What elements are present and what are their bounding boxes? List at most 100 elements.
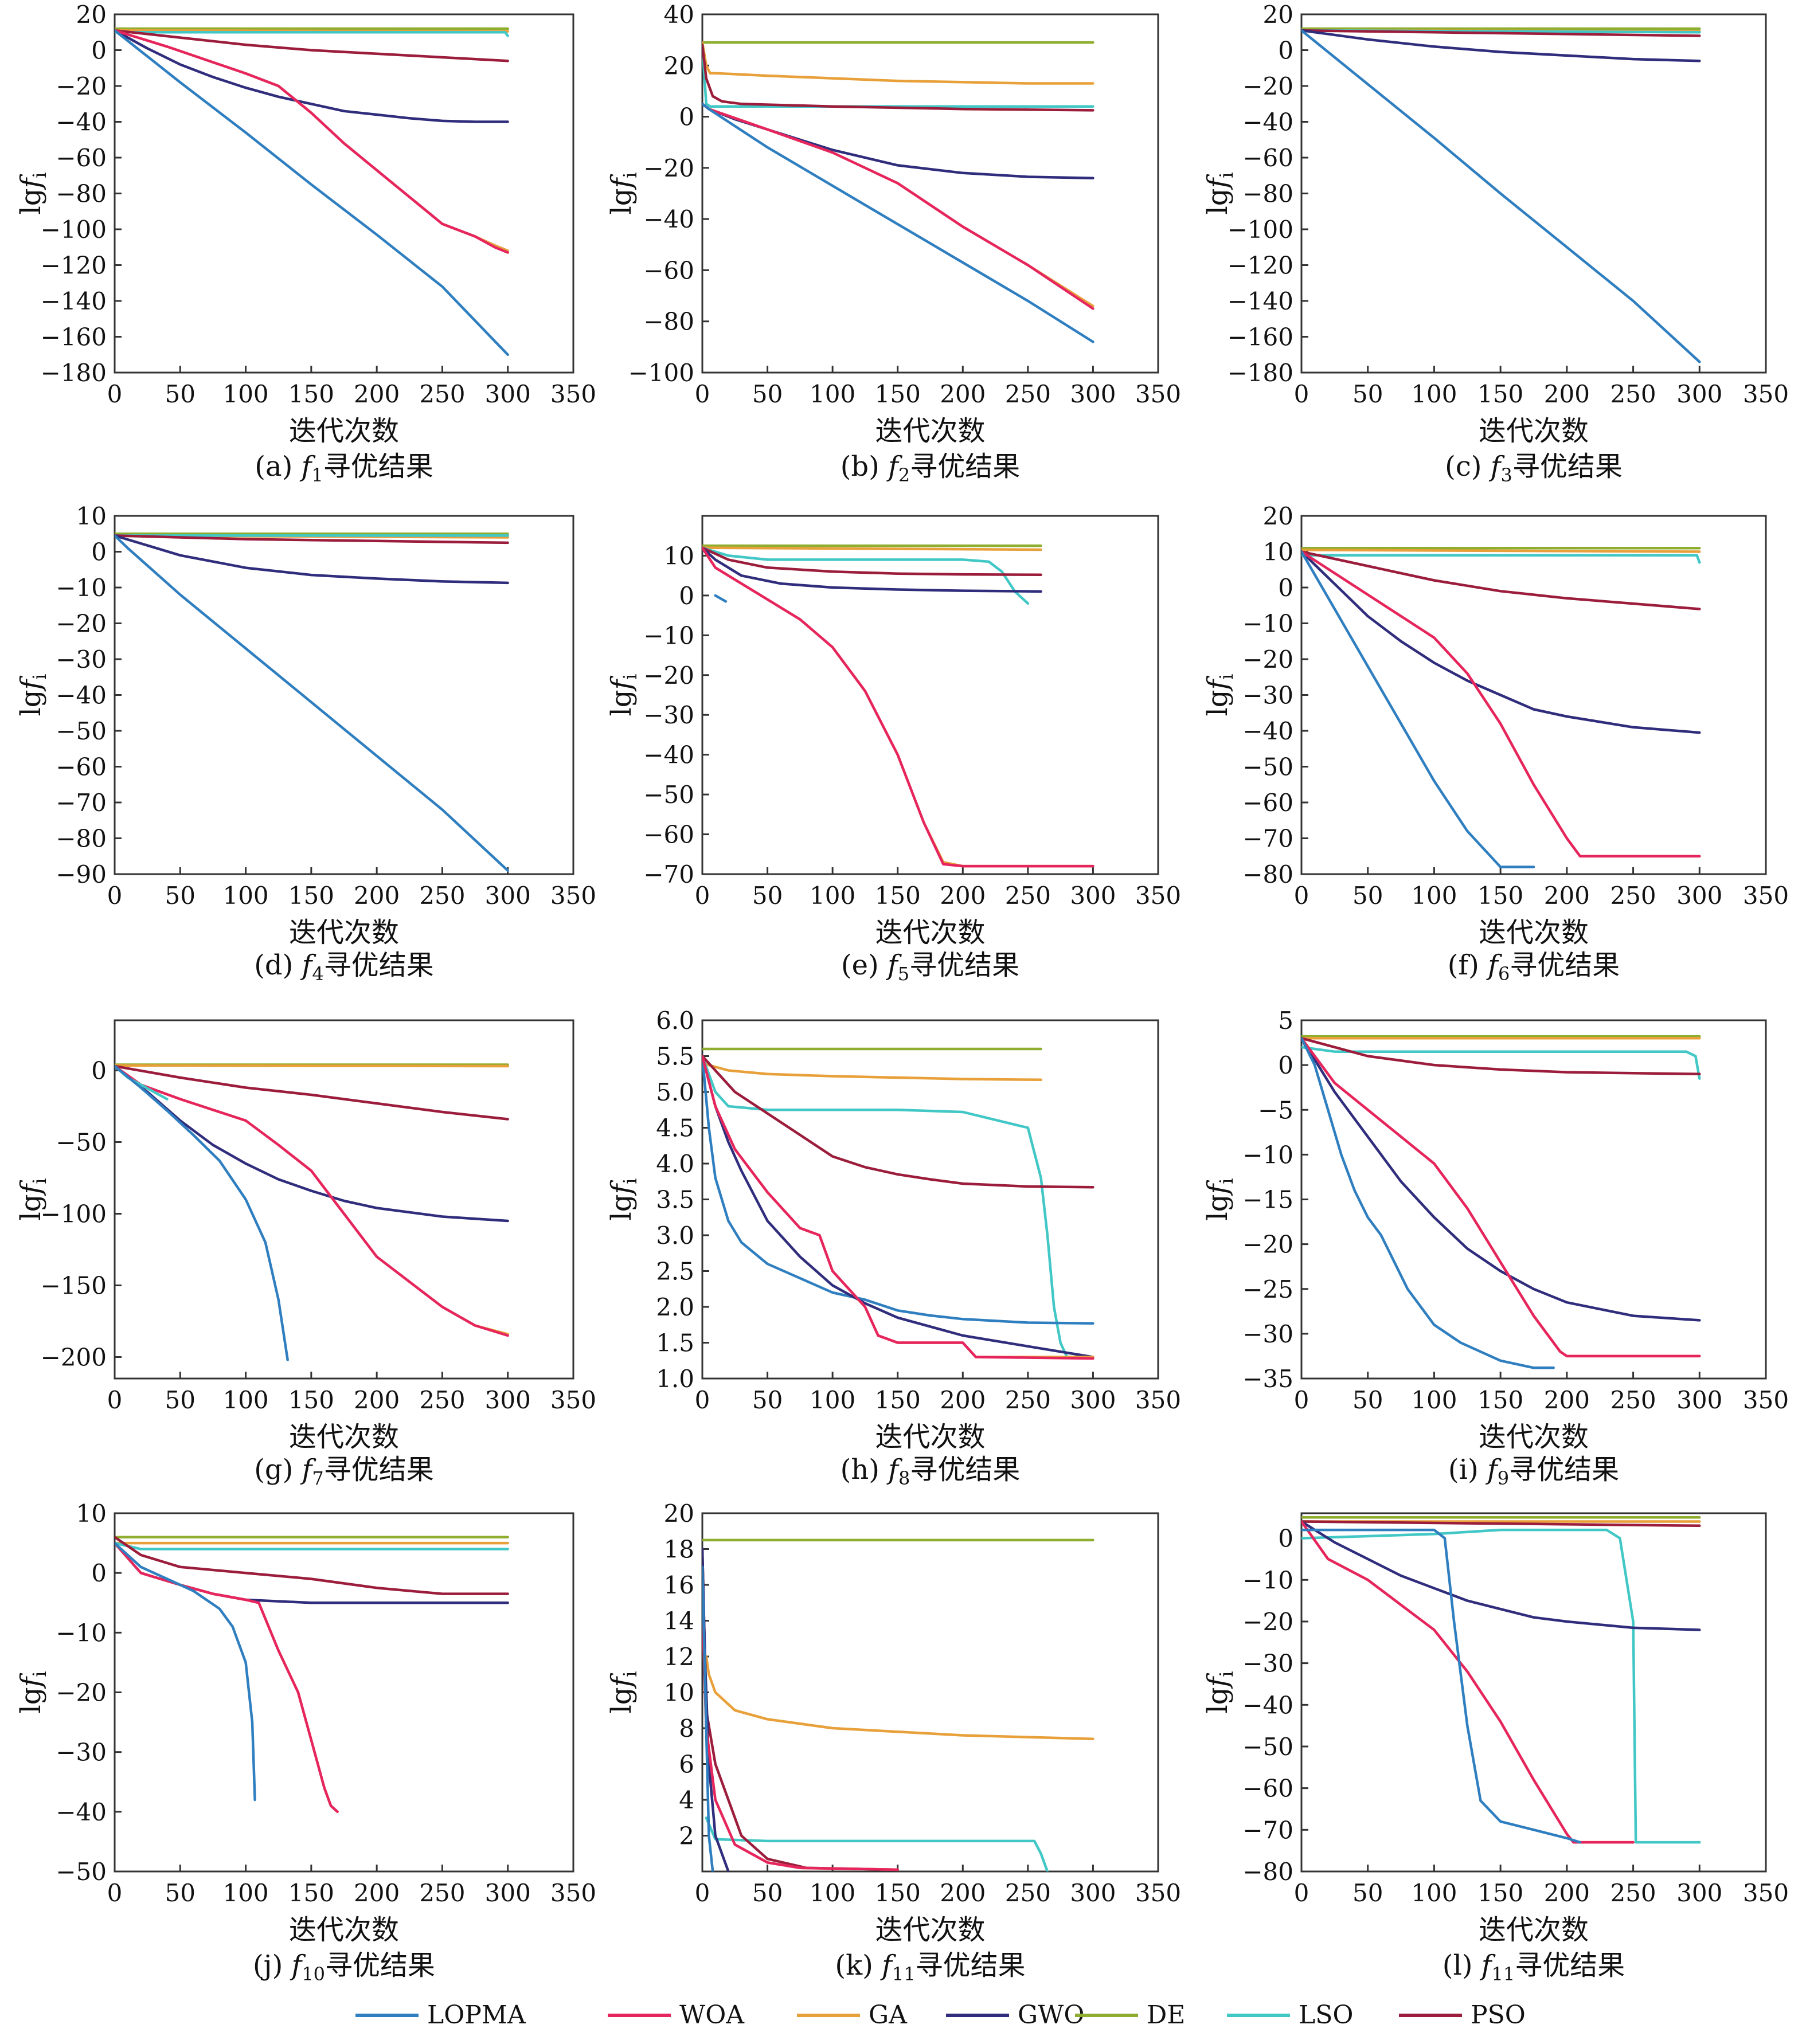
series-line-lopma xyxy=(115,534,509,872)
x-tick-label: 200 xyxy=(940,1879,986,1907)
x-tick-label: 300 xyxy=(1070,1879,1116,1907)
x-axis-title: 迭代次数 xyxy=(1479,1914,1589,1946)
series-line-pso xyxy=(702,546,1042,577)
y-tick-label: −10 xyxy=(56,574,107,602)
plot-frame xyxy=(114,13,574,374)
series-line-lso xyxy=(1301,1528,1701,1844)
y-tick-label: 2 xyxy=(679,1822,694,1850)
y-tick-label: 10 xyxy=(76,502,107,530)
y-tick-label: −50 xyxy=(1242,753,1293,781)
x-tick-label: 200 xyxy=(940,380,986,408)
y-tick-label: 6.0 xyxy=(656,1007,694,1035)
x-tick-label: 300 xyxy=(1676,380,1722,408)
x-tick-label: 250 xyxy=(1005,380,1051,408)
y-tick-label: 5 xyxy=(1278,1007,1293,1035)
x-tick-label: 150 xyxy=(1477,882,1523,910)
legend-label-gwo: GWO xyxy=(1018,2000,1084,2030)
panel-caption: (e) f5寻优结果 xyxy=(841,949,1019,985)
y-tick-label: −50 xyxy=(56,1129,107,1157)
y-tick-label: −30 xyxy=(1242,682,1293,710)
x-axis-title: 迭代次数 xyxy=(289,1421,399,1453)
x-axis-title: 迭代次数 xyxy=(1479,917,1589,949)
x-axis-title: 迭代次数 xyxy=(1479,415,1589,447)
y-tick-label: 1.5 xyxy=(656,1329,694,1357)
y-axis-title: lgfi xyxy=(15,673,50,716)
x-axis-title: 迭代次数 xyxy=(289,917,399,949)
series-line-lopma xyxy=(115,1064,289,1361)
x-tick-label: 350 xyxy=(1135,1879,1181,1907)
y-tick-label: 20 xyxy=(76,1,107,29)
series-line-lopma xyxy=(115,1541,256,1802)
x-tick-label: 350 xyxy=(1135,882,1181,910)
x-tick-label: 250 xyxy=(419,882,465,910)
y-tick-label: −40 xyxy=(643,741,694,769)
series-line-ga xyxy=(702,41,1094,85)
x-tick-label: 250 xyxy=(1005,1879,1051,1907)
x-tick-label: 150 xyxy=(1477,1879,1523,1907)
y-tick-label: −5 xyxy=(1258,1096,1293,1124)
y-tick-label: 10 xyxy=(664,1679,694,1707)
x-tick-label: 250 xyxy=(1005,882,1051,910)
series-line-gwo xyxy=(1301,29,1701,62)
y-tick-label: −60 xyxy=(1242,1775,1293,1803)
y-tick-label: 12 xyxy=(664,1643,694,1671)
y-tick-label: −30 xyxy=(1242,1320,1293,1348)
x-tick-label: 250 xyxy=(419,380,465,408)
x-axis-title: 迭代次数 xyxy=(289,415,399,447)
x-tick-label: 150 xyxy=(875,380,921,408)
series-line-ga xyxy=(702,1062,1042,1082)
x-tick-label: 300 xyxy=(485,380,531,408)
x-axis-title: 迭代次数 xyxy=(875,415,985,447)
x-tick-label: 300 xyxy=(1676,1386,1722,1414)
series-line-gwo xyxy=(1301,1520,1701,1631)
y-tick-label: 20 xyxy=(664,52,694,80)
series-line-gwo xyxy=(115,29,509,123)
y-tick-label: −40 xyxy=(56,1798,107,1826)
x-tick-label: 200 xyxy=(354,380,400,408)
series-line-pso xyxy=(115,1064,509,1121)
x-tick-label: 300 xyxy=(1676,1879,1722,1907)
series-line-lopma xyxy=(714,594,728,603)
legend: LOPMA WOA GA GWO DE LSO PSO xyxy=(355,2000,1526,2030)
x-tick-label: 50 xyxy=(165,380,196,408)
x-tick-label: 0 xyxy=(107,1879,123,1907)
x-tick-label: 50 xyxy=(752,1879,783,1907)
y-tick-label: −40 xyxy=(1242,108,1293,136)
x-tick-label: 50 xyxy=(752,380,783,408)
x-tick-label: 200 xyxy=(354,1879,400,1907)
x-tick-label: 100 xyxy=(1411,380,1457,408)
y-tick-label: −100 xyxy=(41,1200,107,1228)
x-tick-label: 250 xyxy=(1610,1879,1656,1907)
x-axis-title: 迭代次数 xyxy=(1479,1421,1589,1453)
plot-frame xyxy=(114,515,574,875)
x-tick-label: 350 xyxy=(550,380,596,408)
y-tick-label: 40 xyxy=(664,1,694,29)
series-line-lso xyxy=(115,1541,509,1550)
series-group xyxy=(115,27,509,357)
y-tick-label: −20 xyxy=(1242,645,1293,673)
y-tick-label: −50 xyxy=(56,1858,107,1886)
y-axis-title: lgfi xyxy=(605,1178,641,1220)
y-tick-label: −20 xyxy=(643,154,694,182)
series-group xyxy=(115,532,509,872)
y-tick-label: −100 xyxy=(1228,216,1293,244)
y-tick-label: −50 xyxy=(1242,1733,1293,1761)
x-tick-label: 150 xyxy=(875,1879,921,1907)
y-tick-label: 0 xyxy=(1278,37,1293,65)
chart-panel-c: 0 50 100 150 200 250 300 350−180−160−140−120−10… xyxy=(1202,1,1789,486)
x-tick-label: 150 xyxy=(1477,1386,1523,1414)
y-tick-label: 4 xyxy=(679,1786,694,1814)
series-line-lso xyxy=(1301,554,1701,564)
x-tick-label: 150 xyxy=(875,882,921,910)
panel-caption: (a) f1寻优结果 xyxy=(255,451,433,486)
y-tick-label: −35 xyxy=(1242,1365,1293,1393)
chart-panel-d: 0 50 100 150 200 250 300 350−90−80−70−60−50−40−… xyxy=(15,502,596,985)
plot-frame xyxy=(114,1019,574,1380)
series-line-pso xyxy=(702,44,1094,112)
panel-caption: (i) f9寻优结果 xyxy=(1448,1454,1619,1489)
x-tick-label: 150 xyxy=(288,1386,334,1414)
x-tick-label: 200 xyxy=(354,882,400,910)
x-tick-label: 150 xyxy=(1477,380,1523,408)
y-tick-label: 16 xyxy=(664,1571,694,1599)
series-line-lso xyxy=(705,1816,1049,1871)
